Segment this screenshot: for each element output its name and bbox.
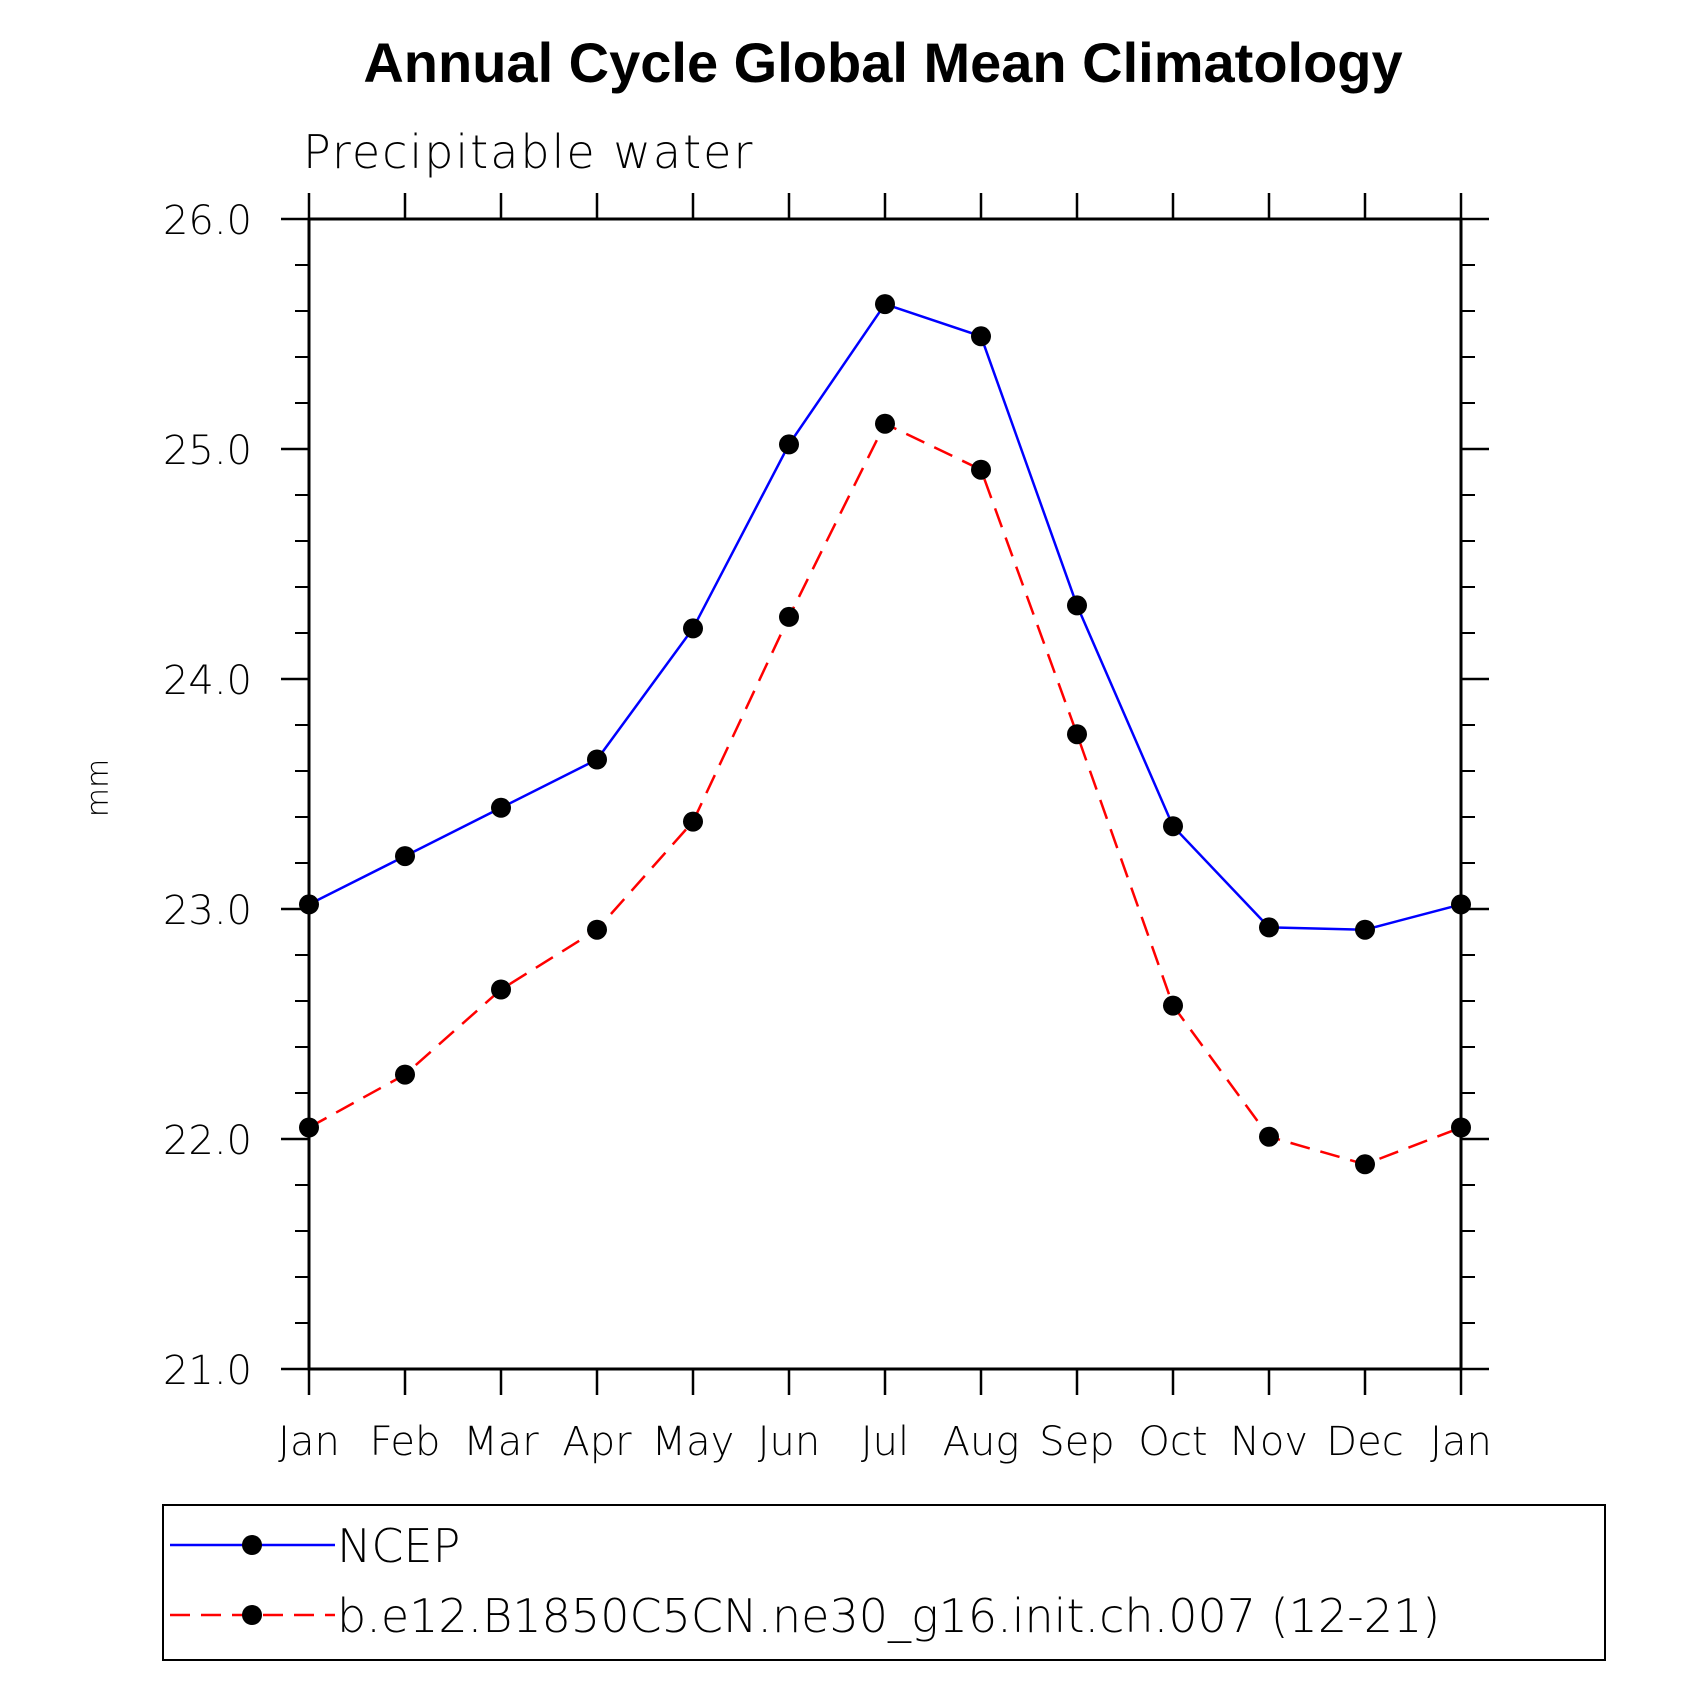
data-point-series-0	[875, 294, 895, 315]
data-point-series-1	[1451, 1117, 1471, 1138]
data-point-series-1	[971, 459, 991, 480]
series-line-0	[308, 302, 1462, 931]
data-point-series-0	[971, 326, 991, 347]
data-point-series-0	[779, 434, 799, 455]
data-point-series-1	[779, 606, 799, 627]
data-point-series-0	[299, 894, 319, 915]
x-tick-label: Mar	[463, 1419, 539, 1465]
legend-label-ncep: NCEP	[337, 1519, 460, 1573]
data-point-series-1	[1259, 1126, 1279, 1147]
data-point-series-0	[1355, 919, 1375, 940]
plot-frame	[307, 217, 1463, 1371]
y-tick-label: 21.0	[163, 1348, 252, 1394]
x-tick-label: Jul	[861, 1419, 909, 1465]
series-points	[299, 294, 1471, 1175]
x-tick-label: Apr	[562, 1419, 632, 1465]
data-point-series-1	[1067, 724, 1087, 745]
data-point-series-0	[1163, 816, 1183, 837]
x-tick-label: Jan	[278, 1419, 340, 1465]
data-point-series-0	[1259, 917, 1279, 938]
data-point-series-1	[587, 919, 607, 940]
y-tick-label: 23.0	[163, 888, 252, 934]
legend-marker-model	[242, 1605, 262, 1625]
data-point-series-0	[491, 797, 511, 818]
legend-item-ncep: NCEP	[170, 1519, 460, 1573]
x-tick-label: Jun	[758, 1419, 821, 1465]
data-point-series-1	[683, 811, 703, 832]
data-point-series-0	[1451, 894, 1471, 915]
axis-ticks	[281, 193, 1489, 1395]
data-point-series-0	[395, 846, 415, 867]
data-point-series-1	[491, 979, 511, 1000]
x-tick-label: Dec	[1326, 1419, 1403, 1465]
x-tick-label: Aug	[943, 1419, 1020, 1465]
data-point-series-1	[1355, 1154, 1375, 1175]
data-point-series-0	[1067, 595, 1087, 616]
x-tick-label: May	[652, 1419, 735, 1465]
data-point-series-1	[875, 413, 895, 434]
data-point-series-1	[395, 1064, 415, 1085]
data-point-series-0	[683, 618, 703, 639]
data-point-series-1	[1163, 995, 1183, 1016]
y-tick-label: 24.0	[163, 658, 252, 704]
series-line-1	[308, 422, 1462, 1166]
y-tick-label: 22.0	[163, 1118, 252, 1164]
data-point-series-1	[299, 1117, 319, 1138]
x-tick-label: Nov	[1230, 1419, 1308, 1465]
x-tick-label: Feb	[370, 1419, 441, 1465]
legend-marker-ncep	[242, 1535, 262, 1555]
chart-title: Annual Cycle Global Mean Climatology	[363, 31, 1402, 94]
x-tick-labels: Jan Feb Mar Apr May Jun Jul Aug Sep Oct Nov Dec Jan	[278, 1419, 1492, 1465]
chart-subtitle: Precipitable water	[303, 125, 754, 179]
legend-box	[162, 1504, 1606, 1661]
x-tick-label: Jan	[1430, 1419, 1492, 1465]
legend-label-model: b.e12.B1850C5CN.ne30_g16.init.ch.007 (12…	[337, 1589, 1440, 1643]
x-tick-label: Sep	[1039, 1419, 1114, 1465]
legend-item-model: b.e12.B1850C5CN.ne30_g16.init.ch.007 (12…	[170, 1589, 1440, 1643]
y-axis-label: mm	[81, 759, 116, 817]
y-tick-labels: 21.0 22.0 23.0 24.0 25.0 26.0	[163, 198, 252, 1394]
y-tick-label: 26.0	[163, 198, 252, 244]
y-tick-label: 25.0	[163, 428, 252, 474]
x-tick-label: Oct	[1138, 1419, 1207, 1465]
data-point-series-0	[587, 749, 607, 770]
